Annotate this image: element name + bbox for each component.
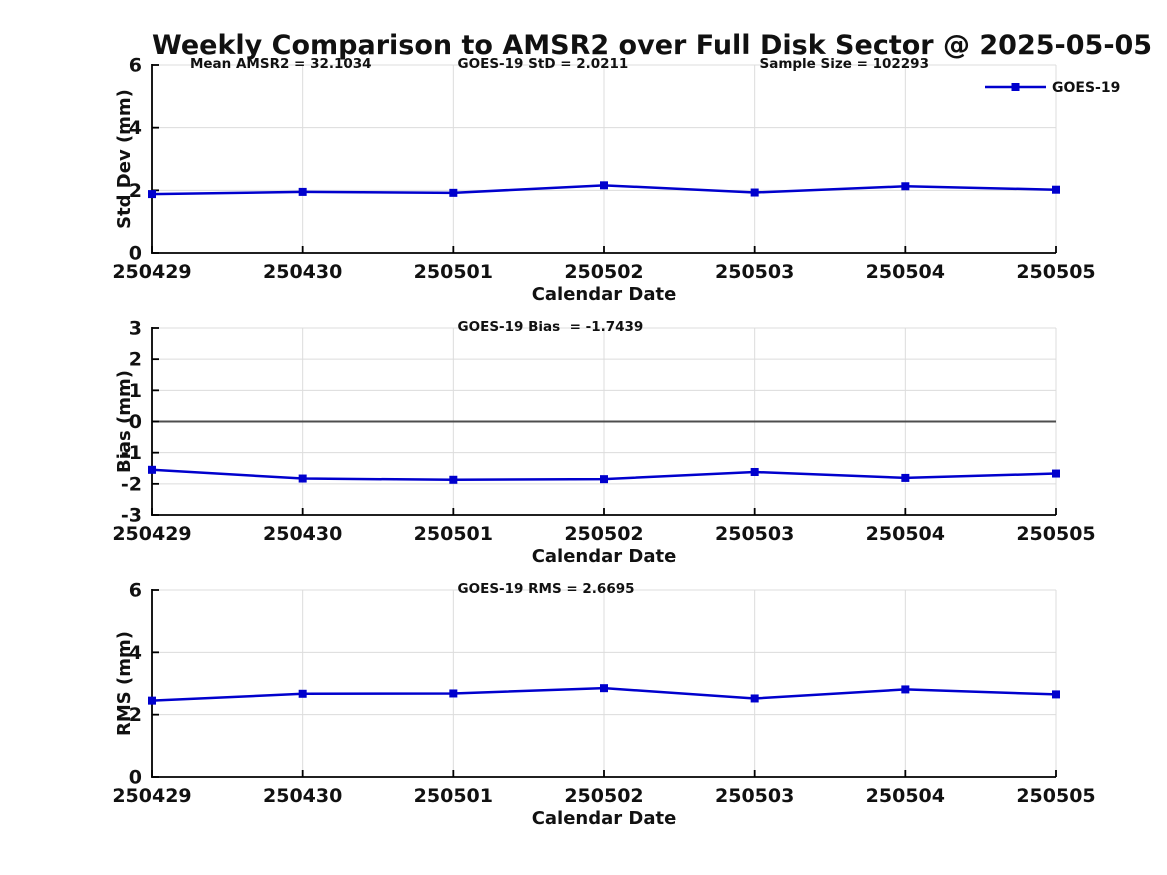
series-marker: [600, 475, 608, 484]
y-tick-label: 0: [129, 243, 142, 265]
x-axis-title: Calendar Date: [532, 546, 677, 567]
x-tick-label: 250504: [866, 523, 945, 545]
x-tick-label: 250502: [564, 785, 643, 807]
x-tick-label: 250429: [112, 785, 191, 807]
y-axis-title: Std Dev (mm): [114, 89, 135, 229]
x-axis-title: Calendar Date: [532, 284, 677, 305]
panel-rms: 0 2 4 6 250429 250430 250501 250502 250503 250504…: [112, 580, 1095, 830]
series-marker: [901, 685, 910, 694]
x-tick-label: 250430: [263, 523, 342, 545]
x-tick-label: 250503: [715, 785, 794, 807]
annotation-text: GOES-19 StD = 2.0211: [458, 56, 629, 72]
series-marker: [901, 182, 910, 191]
x-tick-label: 250505: [1016, 261, 1095, 283]
panel-std-dev: 0 2 4 6 250429 250430 250501 250502 250503 250504…: [112, 55, 1120, 306]
annotation-text: Mean AMSR2 = 32.1034: [190, 56, 372, 72]
x-tick-label: 250504: [866, 785, 945, 807]
y-axis-title: Bias (mm): [114, 370, 135, 473]
annotation-text: GOES-19 RMS = 2.6695: [458, 581, 635, 597]
series-marker: [750, 694, 759, 703]
panel-bias: -3 -2 -1 0 1 2 3 250429 250430 250501 250502 250503…: [112, 318, 1095, 568]
series-marker: [449, 188, 458, 197]
x-tick-label: 250501: [414, 523, 493, 545]
series-marker: [901, 473, 910, 482]
series-marker: [298, 187, 307, 196]
y-tick-label: 0: [129, 411, 142, 433]
series-marker: [1052, 690, 1060, 699]
legend: GOES-19: [985, 80, 1120, 96]
series-marker: [298, 474, 307, 483]
x-tick-label: 250503: [715, 261, 794, 283]
x-tick-label: 250505: [1016, 523, 1095, 545]
y-tick-label: 0: [129, 767, 142, 789]
y-axis-title: RMS (mm): [114, 631, 135, 736]
y-tick-label: 4: [129, 642, 142, 664]
y-tick-label: 6: [129, 55, 142, 77]
y-tick-label: 1: [129, 380, 142, 402]
x-tick-label: 250430: [263, 785, 342, 807]
x-tick-label: 250502: [564, 523, 643, 545]
x-tick-label: 250501: [414, 785, 493, 807]
series-marker: [1052, 469, 1060, 478]
y-tick-label: 2: [129, 180, 142, 202]
legend-label: GOES-19: [1052, 80, 1120, 96]
y-tick-label: -1: [121, 442, 142, 464]
x-tick-label: 250501: [414, 261, 493, 283]
series-marker: [148, 696, 156, 705]
series-marker: [449, 475, 458, 484]
annotation-text: Sample Size = 102293: [759, 56, 928, 72]
y-tick-label: 3: [129, 318, 142, 340]
legend-marker-sample: [1011, 83, 1020, 91]
annotation-text: GOES-19 Bias = -1.7439: [458, 319, 644, 335]
x-tick-label: 250429: [112, 261, 191, 283]
x-tick-label: 250429: [112, 523, 191, 545]
chart-title: Weekly Comparison to AMSR2 over Full Dis…: [152, 30, 1153, 61]
y-tick-label: 2: [129, 349, 142, 371]
y-tick-label: 6: [129, 580, 142, 602]
series-marker: [148, 190, 156, 199]
series-marker: [449, 689, 458, 698]
x-tick-label: 250503: [715, 523, 794, 545]
series-marker: [148, 465, 156, 474]
x-axis-title: Calendar Date: [532, 808, 677, 829]
y-tick-label: 4: [129, 117, 142, 139]
series-marker: [600, 181, 608, 190]
y-tick-label: -2: [121, 473, 142, 495]
x-tick-label: 250505: [1016, 785, 1095, 807]
y-tick-label: -3: [121, 505, 142, 527]
x-tick-label: 250502: [564, 261, 643, 283]
series-marker: [750, 188, 759, 197]
y-tick-label: 2: [129, 704, 142, 726]
series-marker: [1052, 185, 1060, 194]
x-tick-label: 250430: [263, 261, 342, 283]
series-marker: [298, 689, 307, 698]
x-tick-label: 250504: [866, 261, 945, 283]
series-marker: [600, 684, 608, 693]
series-marker: [750, 467, 759, 476]
